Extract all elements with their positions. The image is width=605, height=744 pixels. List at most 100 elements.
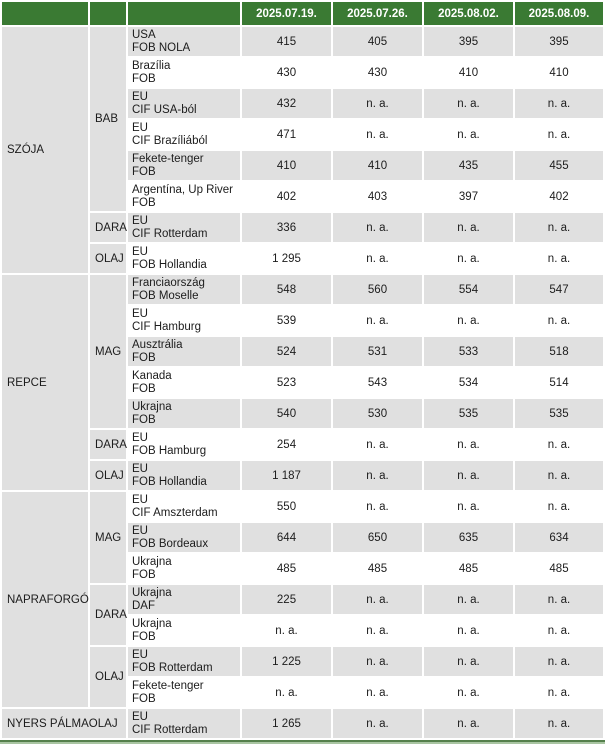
location-terms: CIF Brazíliából <box>132 134 208 147</box>
value-cell: n. a. <box>424 244 513 273</box>
table-row: DARA EU CIF Rotterdam 336 n. a. n. a. n. a. <box>2 213 603 242</box>
location-cell: EU CIF Brazíliából <box>128 120 240 149</box>
table-row: DARA EU FOB Hamburg 254 n. a. n. a. n. a. <box>2 430 603 459</box>
value-cell: n. a. <box>424 647 513 676</box>
location-cell: USA FOB NOLA <box>128 27 240 56</box>
location-place: EU <box>132 91 148 103</box>
value-cell: 560 <box>333 275 422 304</box>
value-cell: 430 <box>242 58 331 87</box>
value-cell: 402 <box>242 182 331 211</box>
location-cell: EU FOB Hollandia <box>128 244 240 273</box>
table-row: Ukrajna FOB 540 530 535 535 <box>2 399 603 428</box>
value-cell: 225 <box>242 585 331 614</box>
value-cell: n. a. <box>333 616 422 645</box>
table-row: OLAJ EU FOB Hollandia 1 187 n. a. n. a. n. a. <box>2 461 603 490</box>
value-cell: n. a. <box>424 430 513 459</box>
location-terms: CIF Amszterdam <box>132 506 218 519</box>
table-row: Ukrajna FOB n. a. n. a. n. a. n. a. <box>2 616 603 645</box>
value-cell: n. a. <box>424 120 513 149</box>
location-cell: Ukrajna FOB <box>128 399 240 428</box>
value-cell: 534 <box>424 368 513 397</box>
value-cell: n. a. <box>333 213 422 242</box>
value-cell: 471 <box>242 120 331 149</box>
table-row: OLAJ EU FOB Hollandia 1 295 n. a. n. a. n. a. <box>2 244 603 273</box>
value-cell: n. a. <box>333 647 422 676</box>
location-place: Brazília <box>132 60 171 72</box>
location-place: EU <box>132 494 148 506</box>
column-header-date: 2025.08.02. <box>424 2 513 25</box>
value-cell: 530 <box>333 399 422 428</box>
location-cell: Franciaország FOB Moselle <box>128 275 240 304</box>
location-place: Ukrajna <box>132 401 172 413</box>
table-row: EU FOB Bordeaux 644 650 635 634 <box>2 523 603 552</box>
value-cell: 336 <box>242 213 331 242</box>
group-cell: NAPRAFORGÓ <box>2 492 89 707</box>
value-cell: 644 <box>242 523 331 552</box>
location-cell: EU FOB Rotterdam <box>128 647 240 676</box>
value-cell: 635 <box>424 523 513 552</box>
location-place: EU <box>132 215 148 227</box>
location-cell: Argentína, Up River FOB <box>128 182 240 211</box>
location-cell: EU CIF Hamburg <box>128 306 240 335</box>
location-cell: EU FOB Hamburg <box>128 430 240 459</box>
subgroup-cell: BAB <box>90 27 126 211</box>
subgroup-cell: OLAJ <box>90 461 126 490</box>
value-cell: 533 <box>424 337 513 366</box>
value-cell: n. a. <box>333 492 422 521</box>
location-terms: FOB Hollandia <box>132 475 207 488</box>
table-row: DARA Ukrajna DAF 225 n. a. n. a. n. a. <box>2 585 603 645</box>
location-terms: FOB Bordeaux <box>132 537 209 550</box>
location-terms: CIF Rotterdam <box>132 227 208 240</box>
value-cell: n. a. <box>424 678 513 707</box>
value-cell: 1 225 <box>242 647 331 676</box>
location-terms: FOB Hollandia <box>132 258 207 271</box>
location-terms: CIF Rotterdam <box>132 723 208 736</box>
value-cell: n. a. <box>242 616 331 645</box>
location-place: Fekete-tenger <box>132 680 204 692</box>
value-cell: 485 <box>515 554 603 583</box>
location-place: Ausztrália <box>132 339 183 351</box>
location-place: Franciaország <box>132 277 205 289</box>
location-terms: FOB <box>132 413 156 426</box>
table-row: SZÓJA BAB USA FOB NOLA 415 405 395 395 <box>2 27 603 273</box>
location-place: USA <box>132 29 156 41</box>
location-cell: Fekete-tenger FOB <box>128 151 240 180</box>
value-cell: 410 <box>424 58 513 87</box>
location-terms: FOB <box>132 196 156 209</box>
table-row: EU CIF Brazíliából 471 n. a. n. a. n. a. <box>2 120 603 149</box>
column-header-date: 2025.07.19. <box>242 2 331 25</box>
value-cell: n. a. <box>333 678 422 707</box>
location-place: EU <box>132 432 148 444</box>
table-row: OLAJ EU FOB Rotterdam 1 225 n. a. n. a. n. a. <box>2 647 603 707</box>
table-row: NYERS PÁLMAOLAJ EU CIF Rotterdam 1 265 n. a.… <box>2 709 603 738</box>
value-cell: 410 <box>515 58 603 87</box>
value-cell: n. a. <box>515 244 603 273</box>
subgroup-cell: DARA <box>90 430 127 459</box>
location-terms: FOB Hamburg <box>132 444 207 457</box>
value-cell: n. a. <box>515 678 603 707</box>
value-cell: 395 <box>515 27 603 56</box>
location-terms: FOB <box>132 351 156 364</box>
value-cell: 415 <box>242 27 331 56</box>
location-place: EU <box>132 649 148 661</box>
column-header-date: 2025.08.09. <box>515 2 603 25</box>
value-cell: n. a. <box>515 306 603 335</box>
location-terms: FOB <box>132 568 156 581</box>
value-cell: 1 187 <box>242 461 331 490</box>
table-header: 2025.07.19. 2025.07.26. 2025.08.02. 2025.08… <box>2 2 603 25</box>
location-terms: DAF <box>132 599 155 612</box>
value-cell: 540 <box>242 399 331 428</box>
value-cell: 410 <box>242 151 331 180</box>
value-cell: 554 <box>424 275 513 304</box>
value-cell: 548 <box>242 275 331 304</box>
value-cell: 410 <box>333 151 422 180</box>
value-cell: 405 <box>333 27 422 56</box>
subgroup-cell: DARA <box>90 213 127 242</box>
value-cell: 254 <box>242 430 331 459</box>
subgroup-cell: MAG <box>90 275 126 428</box>
location-place: EU <box>132 463 148 475</box>
value-cell: 634 <box>515 523 603 552</box>
value-cell: n. a. <box>515 647 603 676</box>
value-cell: n. a. <box>424 306 513 335</box>
table-row: EU CIF USA-ból 432 n. a. n. a. n. a. <box>2 89 603 118</box>
